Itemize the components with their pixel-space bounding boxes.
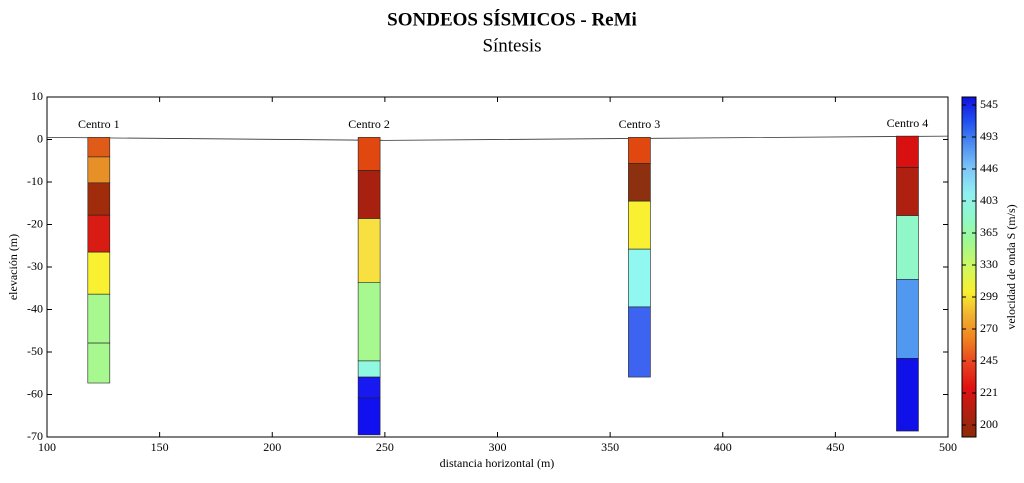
y-tick-label: -50 [27, 344, 43, 358]
x-tick-label: 350 [601, 440, 619, 454]
x-axis-label: distancia horizontal (m) [440, 456, 555, 470]
layer [628, 306, 651, 378]
x-tick-label: 200 [263, 440, 281, 454]
y-tick-label: -70 [27, 429, 43, 443]
layer [896, 167, 919, 216]
layer [87, 342, 111, 384]
plot-area [46, 96, 949, 438]
sounding-label: Centro 4 [887, 116, 929, 130]
sounding-label: Centro 3 [619, 117, 661, 131]
layer [357, 360, 381, 378]
layer [357, 170, 381, 219]
x-tick-label: 500 [939, 440, 957, 454]
colorbar-tick-label: 446 [980, 161, 998, 175]
layer [628, 137, 651, 164]
colorbar [961, 96, 977, 438]
x-tick-label: 250 [376, 440, 394, 454]
y-tick-label: 10 [31, 89, 43, 103]
sounding-label: Centro 2 [348, 117, 390, 131]
colorbar-tick-label: 245 [980, 353, 998, 367]
colorbar-tick-label: 330 [980, 257, 998, 271]
colorbar-tick-label: 545 [980, 97, 998, 111]
colorbar-tick-label: 270 [980, 321, 998, 335]
layer [628, 248, 651, 308]
y-tick-label: -60 [27, 386, 43, 400]
layer [628, 200, 651, 250]
layer [87, 293, 111, 344]
x-tick-label: 400 [714, 440, 732, 454]
layer [357, 376, 381, 399]
colorbar-tick-label: 200 [980, 417, 998, 431]
colorbar-tick-label: 221 [980, 385, 998, 399]
x-tick-label: 450 [826, 440, 844, 454]
y-tick-label: -30 [27, 259, 43, 273]
layer [87, 156, 111, 184]
layer [357, 281, 381, 362]
layer [896, 215, 919, 280]
x-tick-label: 100 [38, 440, 56, 454]
x-tick-label: 150 [151, 440, 169, 454]
layer [87, 251, 111, 295]
colorbar-label: velocidad de onda S (m/s) [1004, 204, 1018, 329]
colorbar-tick-label: 493 [980, 129, 998, 143]
layer [896, 358, 919, 432]
layer [628, 163, 651, 202]
ground-surface [46, 135, 949, 141]
colorbar-tick-label: 403 [980, 193, 998, 207]
chart-title: SONDEOS SÍSMICOS - ReMi [387, 8, 637, 30]
layer [357, 137, 381, 171]
x-tick-label: 300 [489, 440, 507, 454]
layer [87, 214, 111, 253]
sounding-label: Centro 1 [78, 117, 120, 131]
layer [896, 279, 919, 359]
y-tick-label: -10 [27, 174, 43, 188]
y-axis-label: elevación (m) [6, 234, 20, 300]
y-tick-label: -20 [27, 216, 43, 230]
layer [896, 135, 919, 168]
layer [87, 182, 111, 216]
layer [87, 137, 111, 158]
y-tick-label: -40 [27, 301, 43, 315]
colorbar-tick-label: 365 [980, 225, 998, 239]
chart-subtitle: Síntesis [482, 35, 541, 56]
layer [357, 397, 381, 436]
y-tick-label: 0 [37, 131, 43, 145]
layer [357, 218, 381, 283]
colorbar-tick-label: 299 [980, 289, 998, 303]
